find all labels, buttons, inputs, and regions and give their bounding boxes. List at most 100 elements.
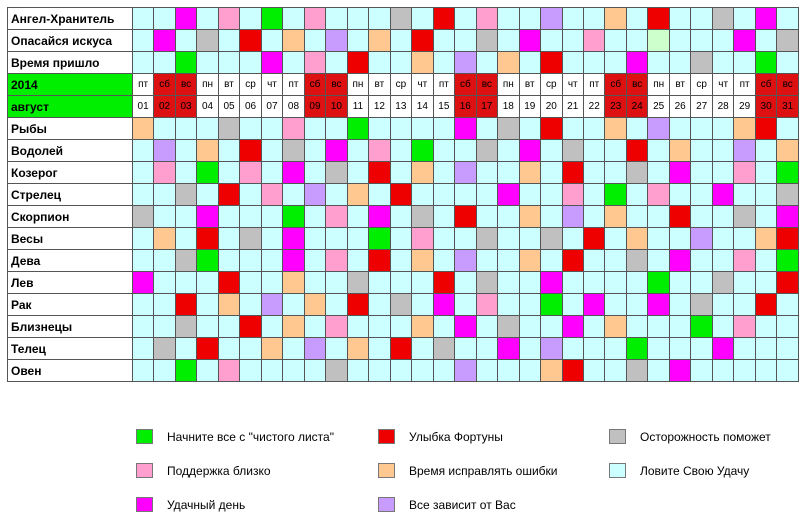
weekday-cell: пт bbox=[582, 73, 606, 96]
day-cell bbox=[411, 359, 434, 382]
day-cell bbox=[518, 205, 542, 228]
day-cell bbox=[368, 271, 391, 294]
day-cell bbox=[518, 51, 542, 74]
day-cell bbox=[368, 139, 391, 162]
weekday-cell: пн bbox=[196, 73, 219, 96]
day-cell bbox=[239, 227, 262, 250]
day-cell bbox=[647, 271, 670, 294]
day-cell bbox=[518, 271, 542, 294]
day-cell bbox=[325, 271, 348, 294]
day-cell bbox=[776, 227, 799, 250]
day-cell bbox=[131, 271, 155, 294]
day-cell bbox=[733, 249, 756, 272]
day-cell bbox=[625, 359, 649, 382]
day-cell bbox=[711, 359, 735, 382]
day-cell bbox=[217, 51, 241, 74]
day-cell bbox=[733, 205, 756, 228]
day-cell bbox=[153, 29, 176, 52]
day-cell bbox=[174, 117, 198, 140]
day-cell bbox=[282, 315, 305, 338]
day-cell bbox=[411, 117, 434, 140]
legend-item: Удачный день bbox=[136, 497, 245, 512]
day-cell bbox=[174, 161, 198, 184]
sign-label: Весы bbox=[7, 227, 133, 250]
day-cell bbox=[196, 359, 219, 382]
day-cell bbox=[475, 161, 499, 184]
day-cell bbox=[217, 183, 241, 206]
day-cell bbox=[582, 7, 606, 30]
date-cell: 06 bbox=[239, 95, 262, 118]
weekday-cell: вт bbox=[368, 73, 391, 96]
day-cell bbox=[260, 271, 284, 294]
day-cell bbox=[432, 183, 456, 206]
day-cell bbox=[260, 29, 284, 52]
day-cell bbox=[497, 271, 520, 294]
legend-swatch bbox=[136, 429, 153, 444]
day-cell bbox=[325, 227, 348, 250]
day-cell bbox=[625, 227, 649, 250]
day-cell bbox=[389, 117, 413, 140]
day-cell bbox=[389, 359, 413, 382]
date-cell: 03 bbox=[174, 95, 198, 118]
sign-row: Рак bbox=[7, 293, 799, 316]
weekday-cell: ср bbox=[389, 73, 413, 96]
day-cell bbox=[561, 51, 584, 74]
day-cell bbox=[303, 183, 327, 206]
day-cell bbox=[754, 205, 778, 228]
day-cell bbox=[754, 183, 778, 206]
day-cell bbox=[432, 227, 456, 250]
day-cell bbox=[776, 117, 799, 140]
weekday-cell: вс bbox=[625, 73, 649, 96]
sign-label: Лев bbox=[7, 271, 133, 294]
day-cell bbox=[217, 205, 241, 228]
day-cell bbox=[303, 51, 327, 74]
day-cell bbox=[131, 337, 155, 360]
weekday-cell: чт bbox=[411, 73, 434, 96]
day-cell bbox=[625, 139, 649, 162]
day-cell bbox=[454, 29, 477, 52]
legend-text: Время исправлять ошибки bbox=[409, 463, 558, 478]
day-cell bbox=[668, 337, 692, 360]
day-cell bbox=[754, 139, 778, 162]
day-cell bbox=[497, 7, 520, 30]
day-cell bbox=[754, 315, 778, 338]
day-cell bbox=[325, 249, 348, 272]
date-cell: 31 bbox=[776, 95, 799, 118]
legend-text: Осторожность поможет bbox=[640, 429, 771, 444]
day-cell bbox=[647, 359, 670, 382]
weekday-cell: ср bbox=[239, 73, 262, 96]
day-cell bbox=[604, 271, 627, 294]
date-cell: 09 bbox=[303, 95, 327, 118]
date-cell: 30 bbox=[754, 95, 778, 118]
day-cell bbox=[497, 359, 520, 382]
sign-row: Рыбы bbox=[7, 117, 799, 140]
legend-item: Начните все с "чистого листа" bbox=[136, 429, 334, 444]
day-cell bbox=[668, 183, 692, 206]
day-cell bbox=[497, 205, 520, 228]
day-cell bbox=[260, 359, 284, 382]
day-cell bbox=[690, 315, 713, 338]
day-cell bbox=[561, 7, 584, 30]
day-cell bbox=[561, 315, 584, 338]
sign-row: Весы bbox=[7, 227, 799, 250]
sign-label: Время пришло bbox=[7, 51, 133, 74]
day-cell bbox=[346, 337, 370, 360]
day-cell bbox=[733, 337, 756, 360]
day-cell bbox=[776, 249, 799, 272]
day-cell bbox=[260, 315, 284, 338]
day-cell bbox=[582, 227, 606, 250]
weekday-cell: пт bbox=[282, 73, 305, 96]
date-cell: 08 bbox=[282, 95, 305, 118]
sign-row: Водолей bbox=[7, 139, 799, 162]
day-cell bbox=[217, 161, 241, 184]
day-cell bbox=[196, 205, 219, 228]
day-cell bbox=[454, 117, 477, 140]
day-cell bbox=[411, 315, 434, 338]
day-cell bbox=[282, 7, 305, 30]
day-cell bbox=[475, 183, 499, 206]
day-cell bbox=[647, 29, 670, 52]
day-cell bbox=[776, 293, 799, 316]
weekday-cell: чт bbox=[711, 73, 735, 96]
day-cell bbox=[540, 359, 563, 382]
day-cell bbox=[754, 227, 778, 250]
